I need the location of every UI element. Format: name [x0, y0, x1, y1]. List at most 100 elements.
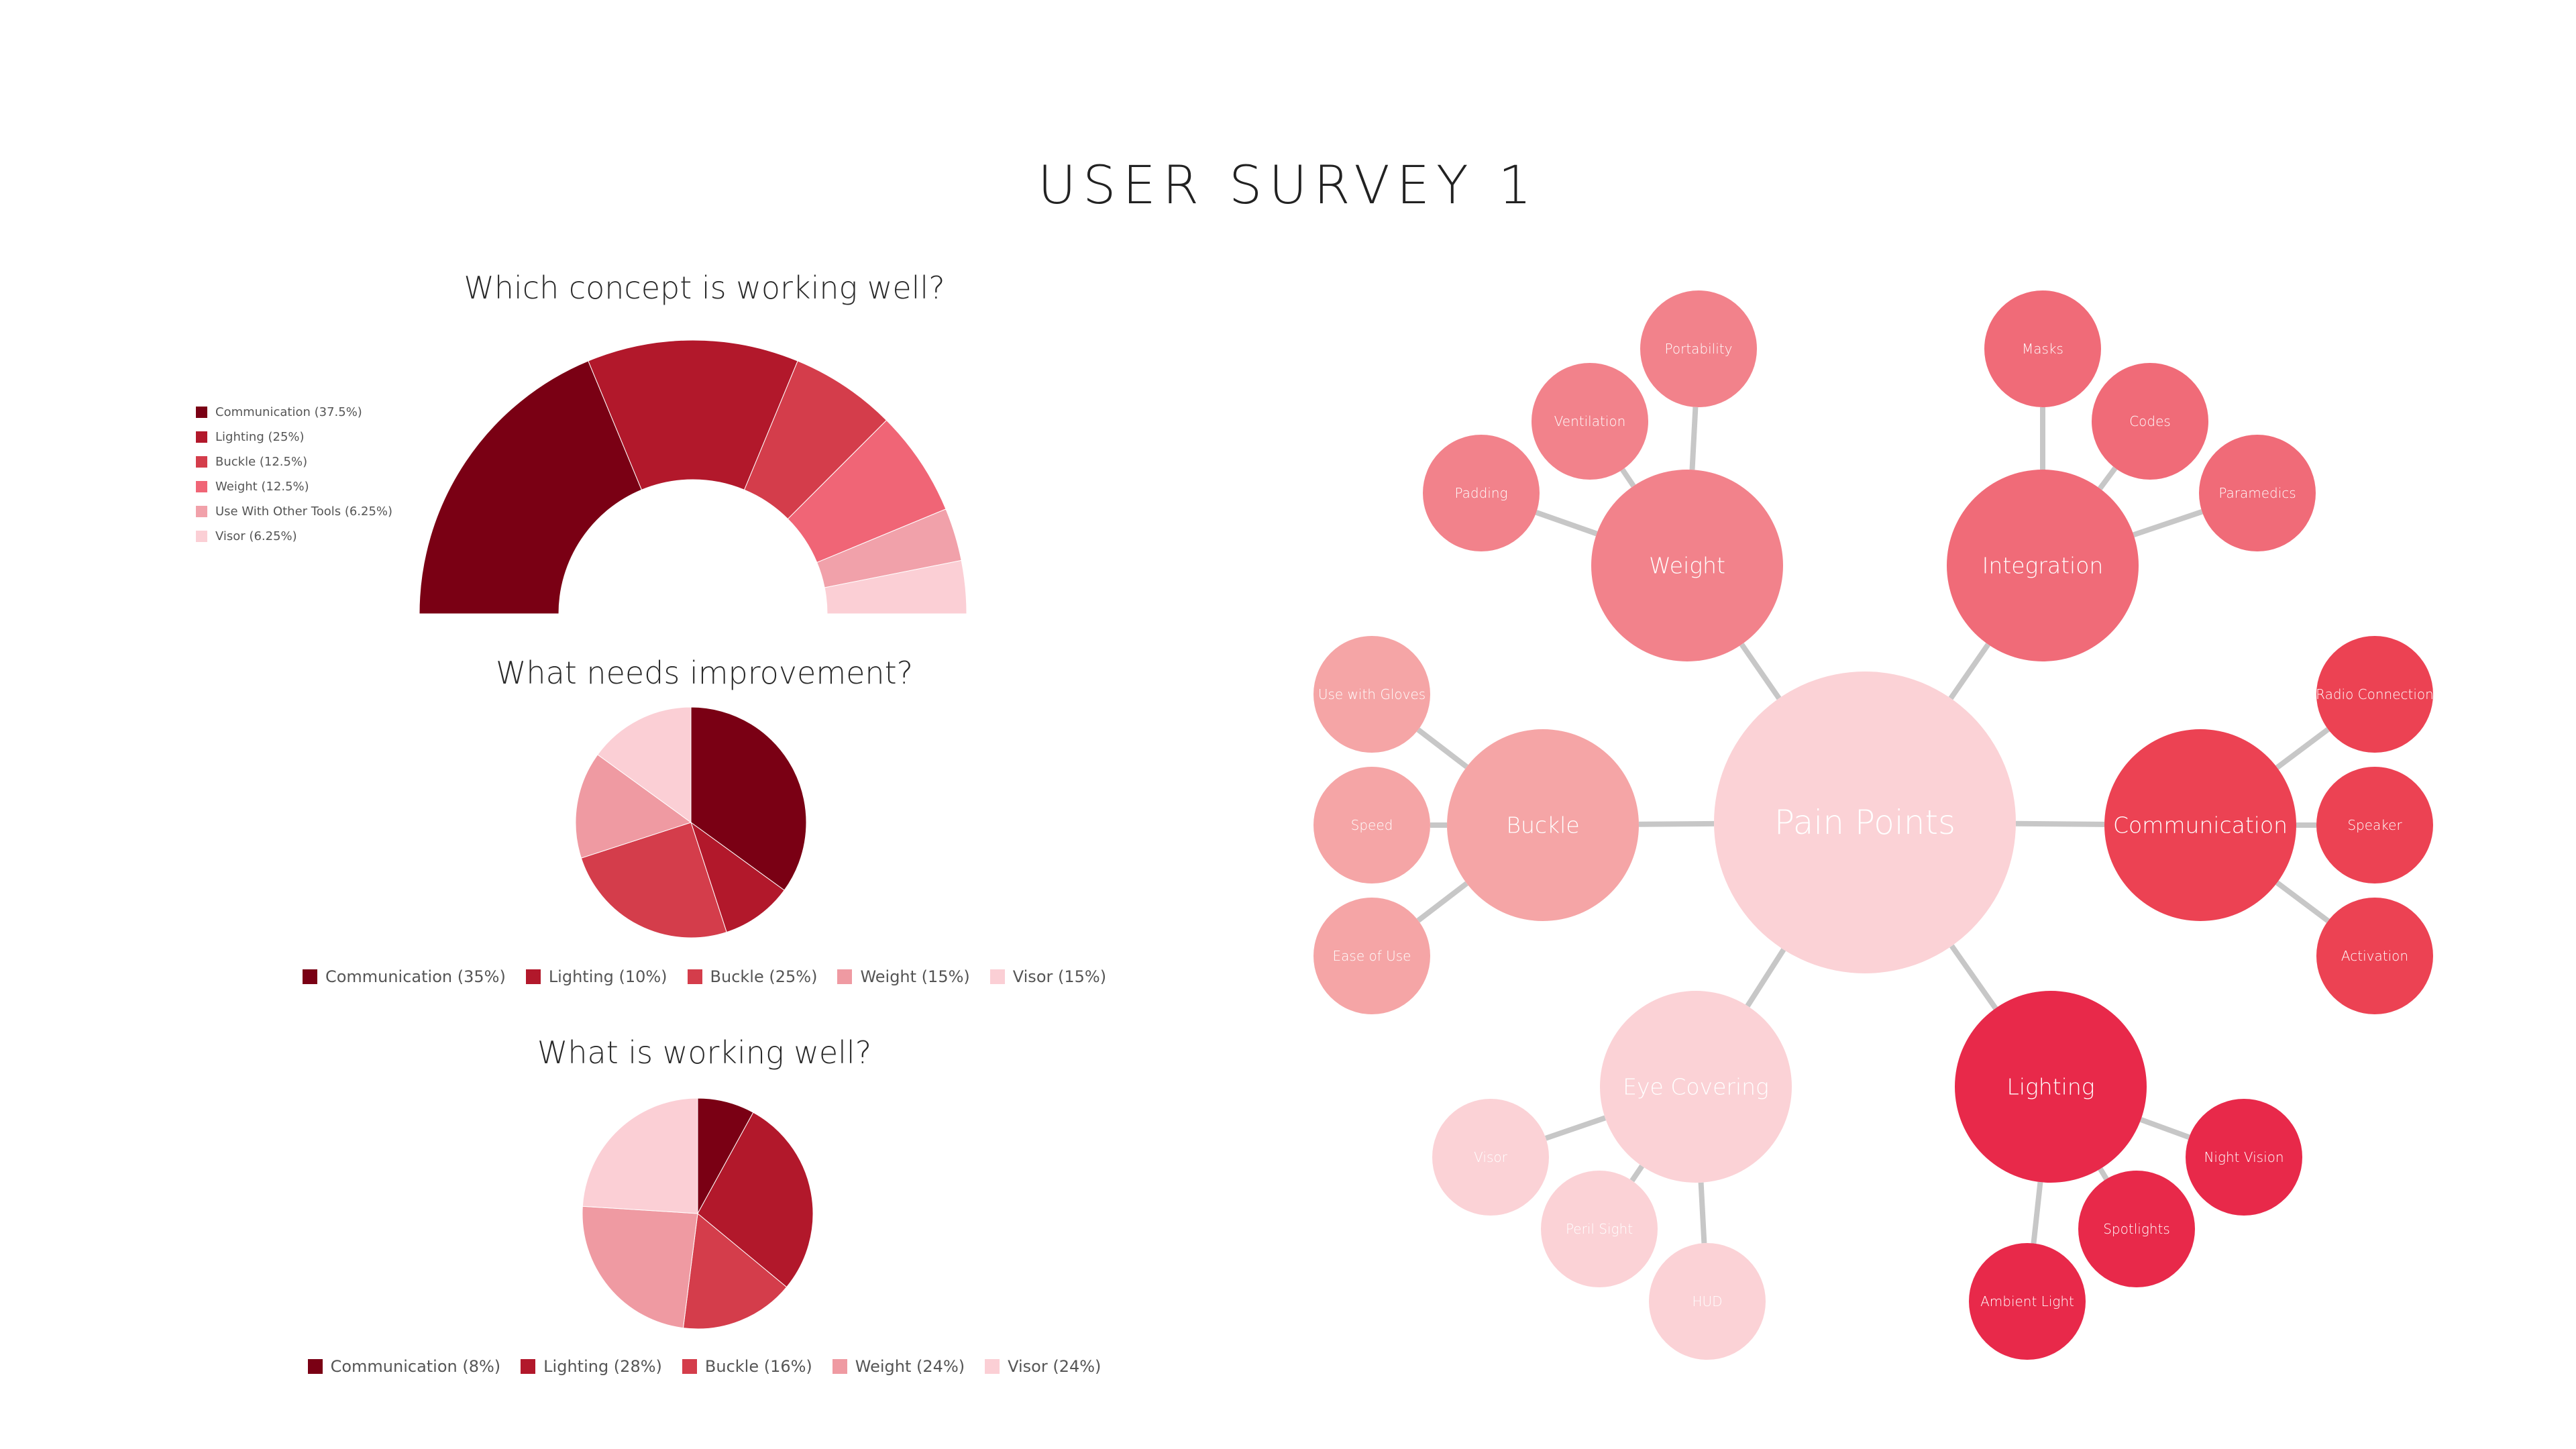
legend-swatch — [832, 1359, 847, 1374]
link-center-eye-covering — [1745, 948, 1786, 1008]
legend-item-visor: Visor (6.25%) — [196, 524, 392, 549]
leaf-node-paramedics — [2199, 435, 2316, 551]
pie-slice-visor — [597, 706, 692, 823]
legend-swatch — [525, 969, 541, 984]
link-lighting-spotlights — [2098, 1167, 2109, 1181]
legend-label: Lighting (25%) — [215, 430, 305, 444]
legend-swatch — [682, 1359, 697, 1374]
leaf-node-speed — [1313, 767, 1430, 883]
legend-label: Use With Other Tools (6.25%) — [215, 504, 393, 519]
legend-item-lighting: Lighting (28%) — [521, 1357, 662, 1376]
legend-swatch — [196, 531, 207, 542]
leaf-label-peril-sight: Peril Sight — [1566, 1221, 1633, 1237]
legend-label: Buckle (25%) — [710, 967, 818, 986]
mindmap-center-label: Pain Points — [1774, 803, 1955, 842]
legend-swatch — [196, 431, 207, 443]
leaf-label-codes: Codes — [2129, 413, 2171, 429]
legend-item-use-with-other-tools: Use With Other Tools (6.25%) — [196, 499, 392, 524]
legend-item-weight: Weight (24%) — [832, 1357, 965, 1376]
leaf-label-paramedics: Paramedics — [2218, 485, 2296, 501]
legend-item-visor: Visor (24%) — [985, 1357, 1101, 1376]
branch-label-integration: Integration — [1982, 553, 2104, 579]
legend-item-buckle: Buckle (25%) — [687, 967, 818, 986]
link-buckle-use-with-gloves — [1416, 727, 1468, 769]
leaf-label-activation: Activation — [2341, 948, 2408, 964]
legend-swatch — [521, 1359, 536, 1374]
pie-slice-communication — [690, 706, 807, 891]
concept-half-donut-chart — [419, 339, 967, 614]
link-buckle-ease-of-use — [1416, 881, 1468, 923]
page-title: USER SURVEY 1 — [1037, 156, 1539, 216]
legend-item-buckle: Buckle (12.5%) — [196, 449, 392, 474]
link-integration-codes — [2098, 466, 2118, 490]
leaf-label-padding: Padding — [1454, 485, 1507, 501]
leaf-label-use-with-gloves: Use with Gloves — [1318, 686, 1426, 702]
leaf-node-padding — [1423, 435, 1540, 551]
link-communication-radio-connection — [2275, 727, 2330, 770]
branch-label-weight: Weight — [1649, 553, 1725, 579]
leaf-node-portability — [1640, 290, 1757, 407]
link-weight-padding — [1535, 510, 1598, 537]
branch-node-lighting — [1955, 991, 2147, 1183]
leaf-label-speed: Speed — [1351, 817, 1393, 833]
legend-swatch — [989, 969, 1005, 984]
legend-label: Weight (24%) — [855, 1357, 965, 1376]
leaf-node-speaker — [2316, 767, 2433, 883]
leaf-node-radio-connection — [2316, 636, 2433, 753]
half-donut-slice-lighting — [588, 339, 798, 490]
pie-slice-visor — [582, 1097, 698, 1214]
leaf-node-activation — [2316, 898, 2433, 1014]
pie-slice-buckle — [682, 1213, 788, 1330]
legend-item-lighting: Lighting (10%) — [525, 967, 667, 986]
legend-swatch — [985, 1359, 1000, 1374]
leaf-node-night-vision — [2186, 1099, 2302, 1216]
legend-swatch — [307, 1359, 323, 1374]
link-integration-paramedics — [2133, 509, 2203, 538]
legend-swatch — [302, 969, 317, 984]
leaf-node-visor — [1432, 1099, 1549, 1216]
legend-label: Buckle (16%) — [704, 1357, 812, 1376]
mindmap-nodes: Pain Points Weight Portability Ventilation P… — [1313, 290, 2434, 1360]
chart-title-improvement: What needs improvement? — [495, 655, 914, 691]
chart-title-working-well: What is working well? — [537, 1034, 872, 1071]
branch-node-eye-covering — [1600, 991, 1792, 1183]
half-donut-slice-communication — [419, 360, 643, 614]
pie-slice-lighting — [690, 821, 785, 933]
pie-slice-lighting — [697, 1112, 814, 1288]
leaf-node-codes — [2092, 363, 2208, 480]
leaf-node-ambient-light — [1969, 1243, 2086, 1360]
legend-swatch — [196, 481, 207, 492]
legend-swatch — [687, 969, 702, 984]
leaf-node-masks — [1984, 290, 2101, 407]
branch-label-lighting: Lighting — [2006, 1074, 2094, 1100]
leaf-label-radio-connection: Radio Connection — [2316, 686, 2434, 702]
leaf-node-hud — [1649, 1243, 1766, 1360]
legend-label: Visor (6.25%) — [215, 529, 297, 543]
leaf-node-ease-of-use — [1313, 898, 1430, 1014]
pie-slice-weight — [582, 1205, 698, 1329]
leaf-label-portability: Portability — [1665, 341, 1733, 357]
legend-label: Communication (35%) — [325, 967, 506, 986]
half-donut-slice-visor — [824, 559, 967, 614]
branch-node-buckle — [1447, 729, 1639, 921]
link-communication-activation — [2275, 880, 2330, 924]
legend-item-visor: Visor (15%) — [989, 967, 1106, 986]
legend-swatch — [837, 969, 853, 984]
legend-label: Weight (15%) — [860, 967, 970, 986]
improvement-pie-chart — [575, 706, 807, 938]
link-eye-covering-hud — [1698, 1182, 1707, 1244]
working-well-legend: Communication (8%) Lighting (28%) Buckle (… — [201, 1357, 1208, 1376]
mindmap-links — [1416, 407, 2330, 1244]
link-eye-covering-peril-sight — [1629, 1165, 1644, 1183]
legend-label: Lighting (28%) — [543, 1357, 662, 1376]
link-weight-ventilation — [1620, 468, 1636, 488]
link-lighting-night-vision — [2139, 1117, 2190, 1140]
legend-swatch — [196, 407, 207, 418]
concept-legend: Communication (37.5%) Lighting (25%) Buckl… — [196, 400, 392, 549]
branch-node-weight — [1591, 470, 1783, 661]
branch-node-communication — [2104, 729, 2296, 921]
legend-item-communication: Communication (37.5%) — [196, 400, 392, 425]
branch-node-integration — [1947, 470, 2139, 661]
leaf-node-use-with-gloves — [1313, 636, 1430, 753]
